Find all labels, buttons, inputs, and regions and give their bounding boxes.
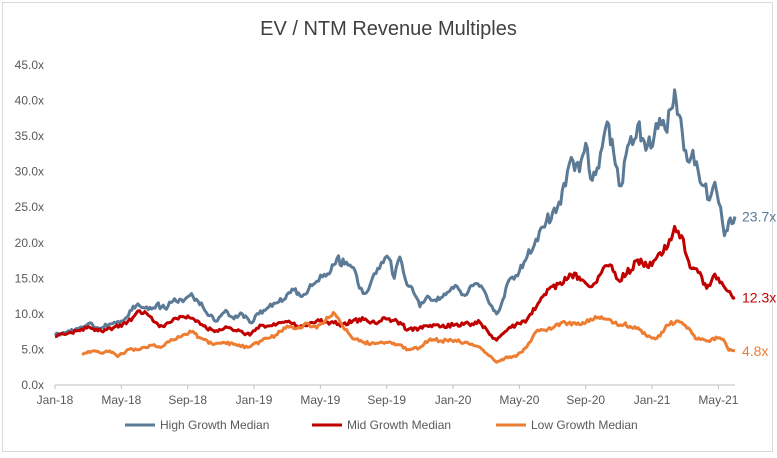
y-tick-label: 30.0x [15,165,44,179]
x-tick-label: Jan-18 [37,393,74,407]
chart-frame [2,2,773,452]
end-value-label: 23.7x [742,208,776,224]
x-tick-label: Jan-21 [634,393,671,407]
y-tick-label: 10.0x [15,307,44,321]
x-tick-label: Jan-19 [236,393,273,407]
legend-item: Mid Growth Median [312,418,451,432]
x-tick-label: May-19 [300,393,340,407]
axes: 0.0x 5.0x 10.0x 15.0x 20.0x 25.0x 30.0x 35.0x 40… [15,58,739,407]
y-tick-label: 25.0x [15,200,44,214]
legend: High Growth Median Mid Growth Median Low G… [125,418,638,432]
legend-item: Low Growth Median [496,418,638,432]
series-layer [53,88,737,364]
x-tick-label: Sep-20 [566,393,605,407]
y-tick-label: 0.0x [21,378,44,392]
series-line-mid-growth-median [54,224,736,342]
end-labels: 23.7x 12.3x 4.8x [742,208,776,358]
series-line-low-growth-median [81,311,736,364]
chart-title: EV / NTM Revenue Multiples [260,18,517,40]
legend-label: High Growth Median [160,418,269,432]
y-tick-label: 35.0x [15,129,44,143]
end-value-label: 12.3x [742,290,776,306]
x-tick-label: May-20 [499,393,539,407]
end-value-label: 4.8x [742,343,768,359]
y-tick-label: 20.0x [15,236,44,250]
legend-item: High Growth Median [125,418,269,432]
y-tick-label: 40.0x [15,94,44,108]
x-tick-label: Sep-19 [367,393,406,407]
y-tick-label: 5.0x [21,342,44,356]
x-tick-label: May-18 [101,393,141,407]
x-tick-label: May-21 [698,393,738,407]
x-tick-label: Sep-18 [168,393,207,407]
legend-label: Mid Growth Median [347,418,451,432]
x-tick-label: Jan-20 [435,393,472,407]
y-tick-label: 15.0x [15,271,44,285]
series-line-high-growth-median [53,88,737,337]
y-tick-label: 45.0x [15,58,44,72]
legend-label: Low Growth Median [531,418,638,432]
